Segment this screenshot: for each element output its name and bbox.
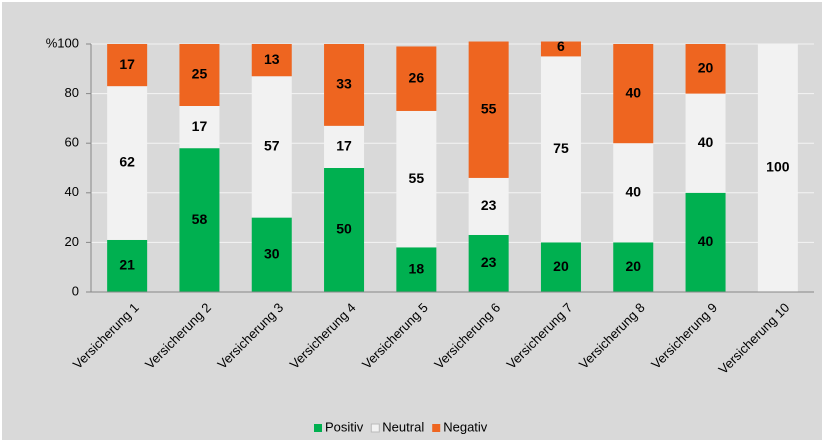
y-tick-label: 40	[65, 184, 79, 199]
bar-segment	[540, 56, 581, 243]
bar-segment	[540, 41, 581, 57]
data-label: 6	[557, 38, 565, 54]
bar-segment	[324, 44, 365, 126]
data-label: 50	[336, 221, 352, 237]
bar-segment	[468, 41, 509, 178]
bar-segment	[324, 168, 365, 292]
bar-segment	[107, 86, 148, 240]
y-tick-label: 20	[65, 234, 79, 249]
y-tick-label: 80	[65, 85, 79, 100]
bar-segment	[540, 242, 581, 292]
legend-label: Negativ	[443, 419, 488, 434]
y-tick-label: 60	[65, 135, 79, 150]
bar-segment	[107, 239, 148, 292]
legend-label: Neutral	[382, 419, 424, 434]
bar-segment	[251, 44, 292, 77]
legend-swatch	[432, 424, 441, 432]
data-label: 40	[698, 134, 714, 150]
bar-segment	[757, 44, 798, 292]
data-label: 20	[698, 60, 714, 76]
legend-swatch	[314, 424, 322, 432]
data-label: 25	[192, 66, 208, 82]
data-label: 20	[625, 258, 641, 274]
bar-segment	[396, 46, 437, 111]
data-label: 23	[481, 197, 497, 213]
bar-segment	[107, 44, 148, 87]
y-tick-label: 0	[72, 283, 79, 298]
bar-segment	[396, 247, 437, 292]
bar-segment	[685, 93, 726, 193]
data-label: 17	[336, 138, 352, 154]
data-label: 33	[336, 76, 352, 92]
data-label: 58	[192, 211, 208, 227]
data-label: 75	[553, 140, 569, 156]
legend-label: Positiv	[325, 419, 364, 434]
bar-segment	[179, 106, 220, 149]
data-label: 17	[119, 56, 135, 72]
bar-segment	[251, 76, 292, 218]
data-label: 30	[264, 246, 280, 262]
bar-segment	[685, 44, 726, 94]
bar-segment	[468, 177, 509, 235]
data-label: 23	[481, 254, 497, 270]
data-label: 55	[481, 100, 497, 116]
data-label: 100	[766, 159, 790, 175]
data-label: 40	[625, 84, 641, 100]
bar-segment	[179, 44, 220, 106]
bar-segment	[685, 192, 726, 292]
bar-segment	[324, 125, 365, 168]
data-label: 20	[553, 258, 569, 274]
bar-segment	[613, 44, 654, 144]
data-label: 17	[192, 118, 208, 134]
data-label: 55	[409, 170, 425, 186]
data-label: 40	[625, 184, 641, 200]
data-label: 62	[119, 154, 135, 170]
data-label: 26	[409, 69, 425, 85]
bar-segment	[613, 242, 654, 292]
data-label: 40	[698, 233, 714, 249]
data-label: 13	[264, 51, 280, 67]
bar-segment	[179, 148, 220, 292]
data-label: 21	[119, 257, 135, 273]
bar-segment	[468, 234, 509, 292]
data-label: 57	[264, 138, 280, 154]
data-label: 18	[409, 260, 425, 276]
legend-swatch	[370, 423, 380, 433]
y-tick-label: %100	[46, 35, 79, 50]
bar-segment	[396, 110, 437, 248]
bar-segment	[613, 143, 654, 243]
bar-segment	[251, 217, 292, 292]
